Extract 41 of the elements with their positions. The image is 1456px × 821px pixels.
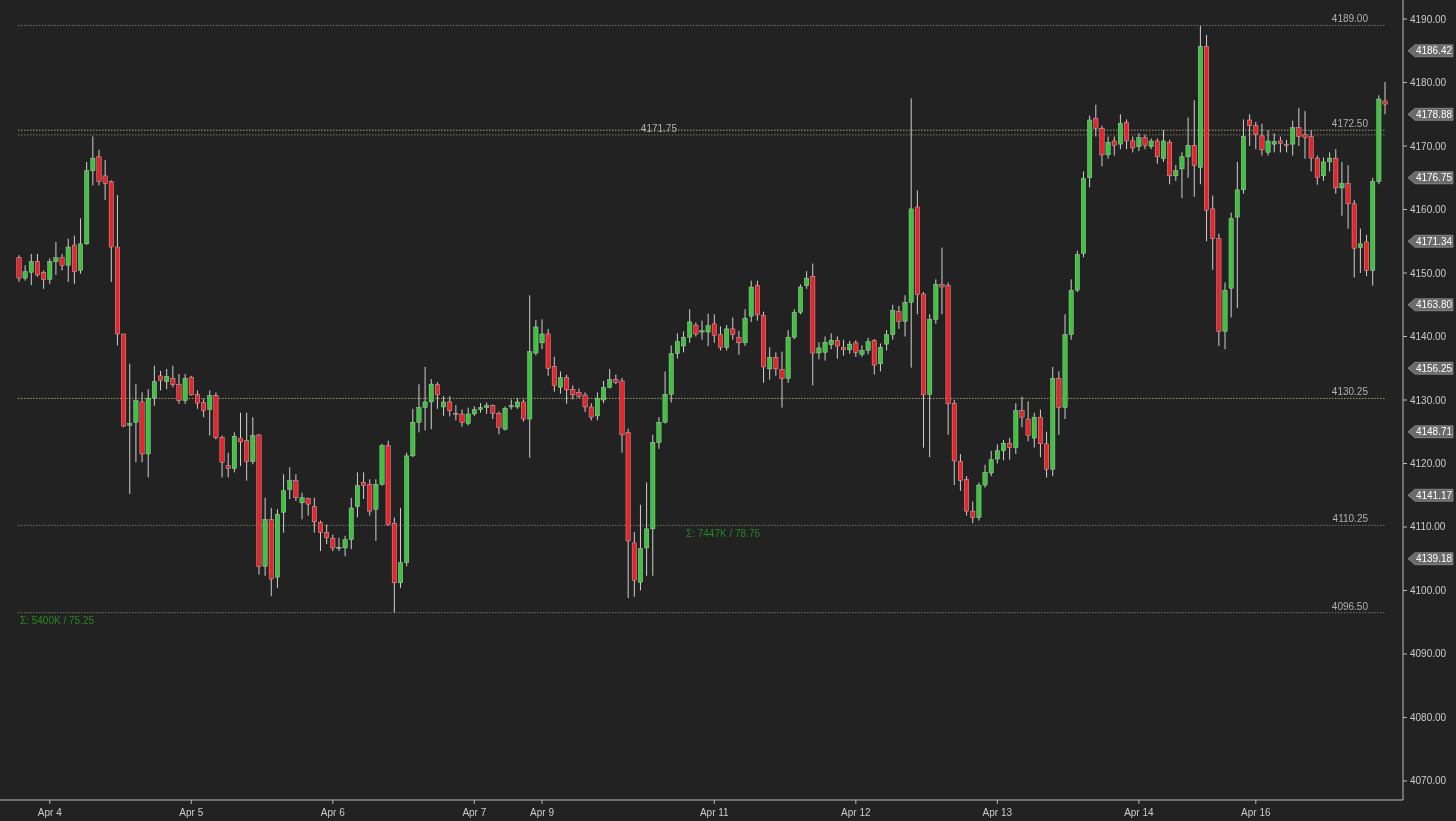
x-tick-label: Apr 13 [982,807,1013,818]
text: 4156.25 [1415,362,1453,374]
y-tick-label: 4070.00 [1410,775,1447,787]
y-tick-label: 4140.00 [1410,331,1447,343]
x-tick-label: Apr 6 [320,807,346,818]
text: 4141.17 [1415,489,1453,501]
text: 4139.18 [1415,553,1453,565]
text: 4171.34 [1415,235,1453,247]
text: 4163.80 [1415,299,1453,311]
y-tick-label: 4150.00 [1410,267,1447,279]
text: 4186.42 [1415,45,1453,57]
y-tick-label: 4110.00 [1410,521,1446,533]
ref-line-label: 4096.50 [1331,600,1369,612]
candlestick [281,473,286,534]
y-tick-label: 4090.00 [1410,648,1447,660]
ref-line-label: 4130.25 [1331,386,1369,398]
annotation: Σ: 7447K / 78.75 [686,528,761,539]
ref-line-label: 4172.50 [1331,118,1369,130]
x-tick-label: Apr 7 [462,807,487,818]
ref-line-label: 4110.25 [1332,513,1369,525]
y-tick-label: 4120.00 [1410,457,1447,469]
x-tick-label: Apr 9 [530,807,555,818]
annotation: Σ: 5400K / 75.25 [20,615,95,626]
y-tick-label: 4180.00 [1410,77,1447,89]
x-tick-label: Apr 14 [1124,807,1155,818]
y-tick-label: 4160.00 [1410,204,1447,216]
y-tick-label: 4080.00 [1410,711,1447,723]
x-tick-label: Apr 12 [841,807,871,818]
y-tick-label: 4100.00 [1410,584,1447,596]
text: 4176.75 [1415,172,1453,184]
x-tick-label: Apr 5 [179,807,204,818]
y-tick-label: 4130.00 [1410,394,1447,406]
text: 4178.88 [1415,108,1453,120]
x-tick-label: Apr 16 [1241,807,1271,818]
x-tick-label: Apr 11 [699,807,730,818]
ref-line-label: 4189.00 [1331,13,1369,25]
y-tick-label: 4170.00 [1410,140,1447,152]
y-tick-label: 4190.00 [1410,13,1447,25]
text: 4148.71 [1415,426,1453,438]
x-tick-label: Apr 4 [37,807,63,818]
ref-line-label: 4171.75 [640,122,678,134]
